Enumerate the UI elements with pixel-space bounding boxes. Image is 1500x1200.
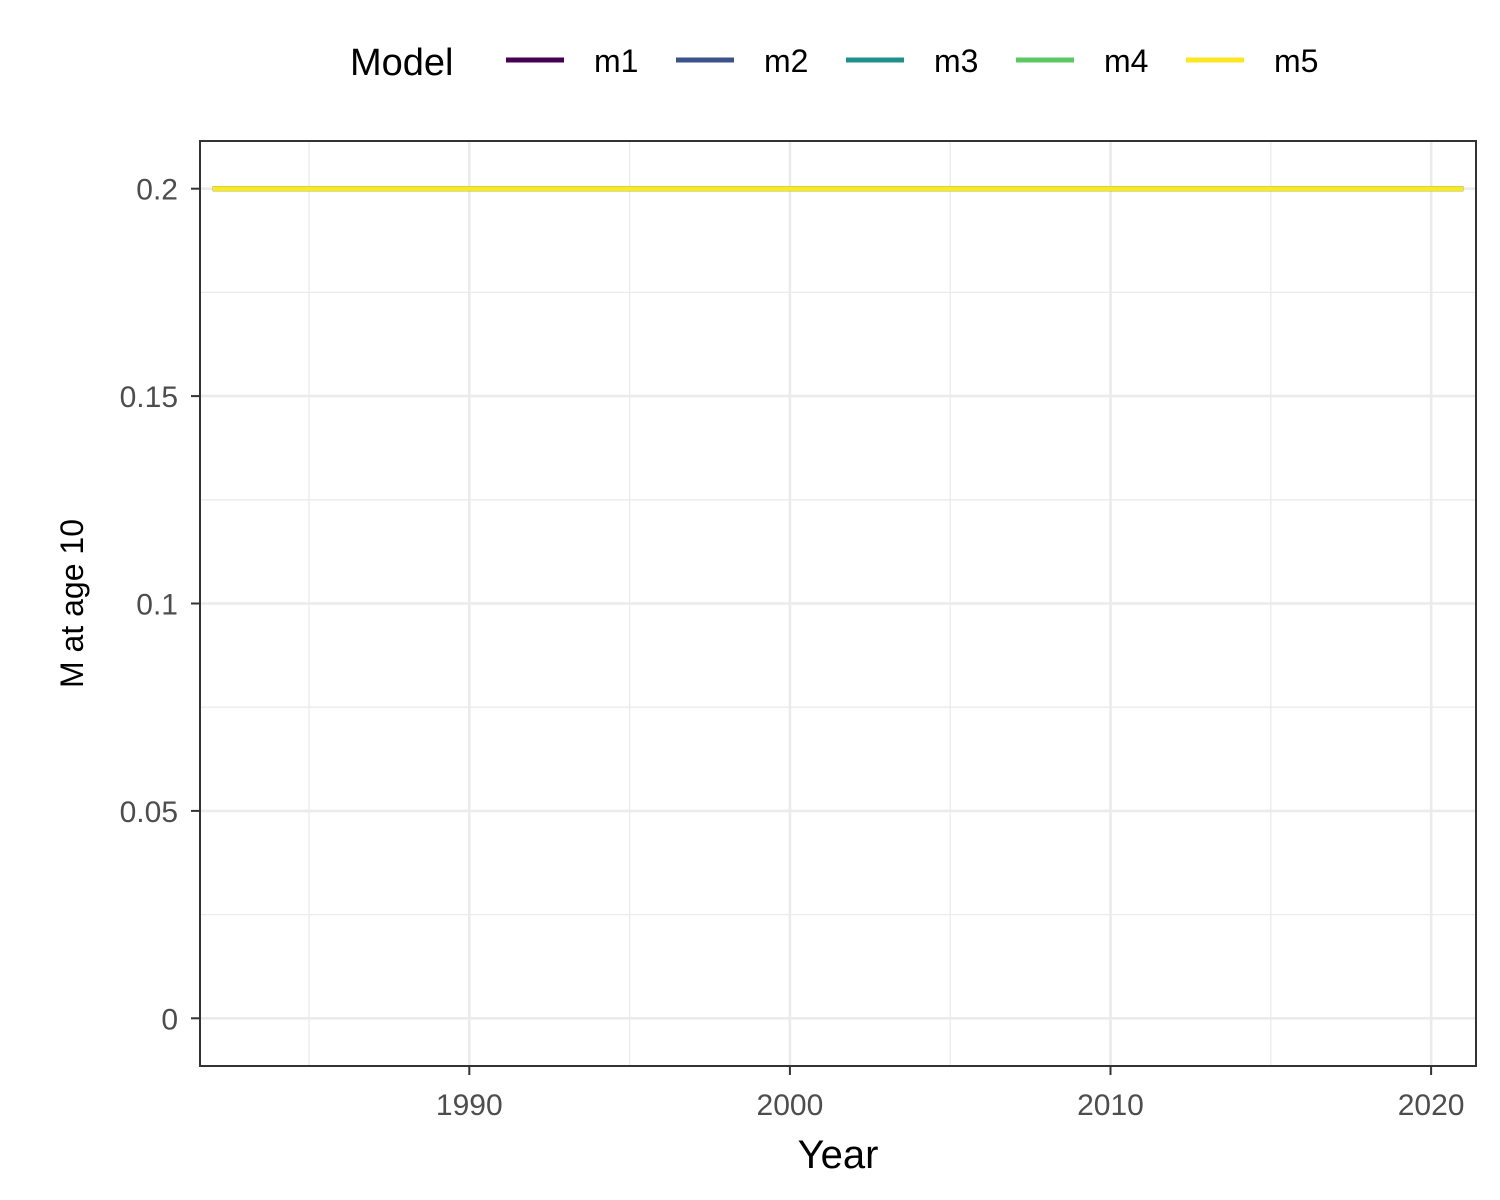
x-axis-title: Year <box>798 1133 879 1177</box>
legend-label-m5: m5 <box>1274 43 1318 79</box>
legend-label-m4: m4 <box>1104 43 1148 79</box>
y-axis-title: M at age 10 <box>54 519 90 688</box>
plot-area <box>199 140 1477 1067</box>
x-axis: 1990 2000 2010 2020 <box>436 1066 1465 1122</box>
x-tick-label: 1990 <box>436 1089 503 1122</box>
x-tick-label: 2000 <box>757 1089 824 1122</box>
legend-label-m3: m3 <box>934 43 978 79</box>
y-axis: 0 0.05 0.1 0.15 0.2 <box>120 174 200 1036</box>
y-tick-label: 0.15 <box>120 381 178 414</box>
x-tick-label: 2020 <box>1398 1089 1465 1122</box>
legend: Model m1 m2 m3 m4 m5 <box>350 42 1318 84</box>
legend-title: Model <box>350 42 454 84</box>
y-tick-label: 0.1 <box>136 589 178 622</box>
legend-label-m1: m1 <box>594 43 638 79</box>
legend-label-m2: m2 <box>764 43 808 79</box>
y-tick-label: 0.2 <box>136 174 178 207</box>
x-tick-label: 2010 <box>1077 1089 1144 1122</box>
y-tick-label: 0 <box>161 1003 178 1036</box>
y-tick-label: 0.05 <box>120 796 178 829</box>
